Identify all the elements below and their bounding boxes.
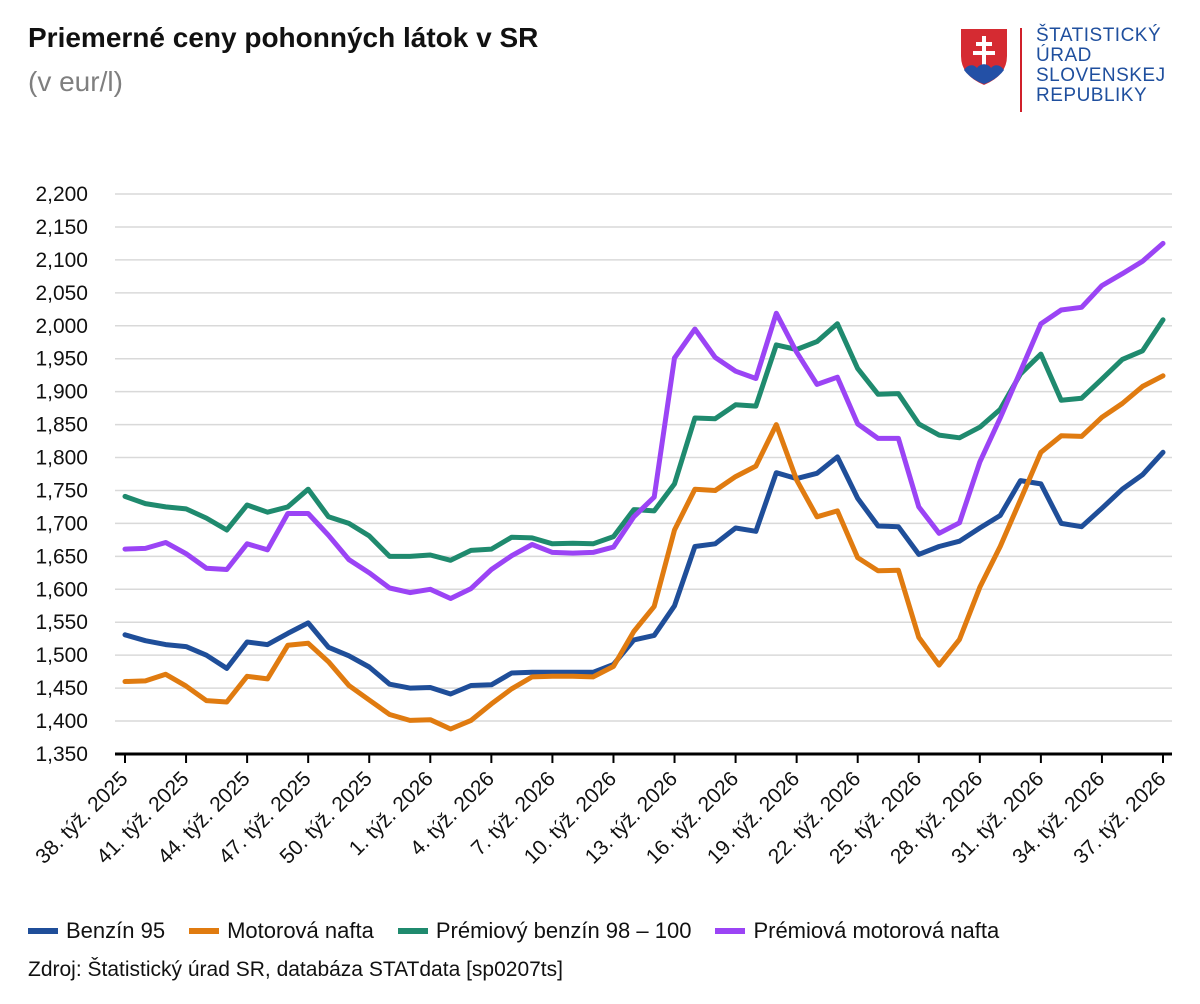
y-tick-label: 1,350 (35, 743, 88, 766)
y-tick-label: 1,600 (35, 578, 88, 601)
legend-label-benzin95: Benzín 95 (66, 918, 166, 943)
y-tick-label: 1,950 (35, 348, 88, 371)
y-tick-label: 1,550 (35, 611, 88, 634)
statistical-office-logo[interactable]: ŠTATISTICKÝ ÚRAD SLOVENSKEJ REPUBLIKY (958, 26, 1178, 116)
chart-title: Priemerné ceny pohonných látok v SR (28, 22, 539, 53)
logo-text: ŠTATISTICKÝ ÚRAD SLOVENSKEJ REPUBLIKY (1036, 26, 1166, 106)
y-tick-label: 2,000 (35, 315, 88, 338)
legend-swatch-benzin95 (28, 928, 58, 934)
y-tick-label: 2,050 (35, 282, 88, 305)
legend-label-nafta: Motorová nafta (227, 918, 374, 943)
legend-swatch-premium-nafta (715, 928, 746, 934)
y-tick-label: 1,700 (35, 512, 88, 535)
series-line-nafta (122, 373, 1166, 732)
source-note: Zdroj: Štatistický úrad SR, databáza STA… (28, 958, 563, 981)
y-tick-label: 1,650 (35, 545, 88, 568)
line-chart: 1,350 1,400 1,450 1,500 1,550 1,600 1,650 1,700… (31, 183, 1172, 869)
y-tick-label: 1,800 (35, 447, 88, 470)
y-tick-label: 2,150 (35, 216, 88, 239)
y-tick-label: 2,200 (35, 183, 88, 206)
legend-label-premium-nafta: Prémiová motorová nafta (753, 918, 1000, 943)
legend-swatch-premium-benzin (397, 928, 428, 934)
logo-line-2: ÚRAD (1036, 45, 1092, 66)
logo-divider (1020, 28, 1022, 112)
legend-item-benzin95[interactable]: Benzín 95 (28, 918, 165, 944)
y-tick-label: 1,750 (35, 479, 88, 502)
legend-item-nafta[interactable]: Motorová nafta (189, 918, 374, 944)
y-tick-label: 1,850 (35, 414, 88, 437)
slovak-coat-of-arms-icon (959, 27, 1009, 88)
logo-line-3: SLOVENSKEJ (1036, 65, 1166, 86)
series-line-benzin95 (122, 449, 1166, 697)
legend-item-premium-benzin[interactable]: Prémiový benzín 98 – 100 (397, 918, 692, 944)
chart-legend: Benzín 95 Motorová nafta Prémiový benzín… (28, 916, 1023, 946)
series-line-premium_nafta (122, 240, 1166, 601)
logo-line-4: REPUBLIKY (1036, 85, 1148, 106)
y-tick-label: 1,450 (35, 677, 88, 700)
y-tick-label: 2,100 (35, 249, 88, 272)
y-tick-label: 1,400 (35, 710, 88, 733)
y-tick-label: 1,900 (35, 381, 88, 404)
chart-subtitle: (v eur/l) (28, 66, 123, 97)
y-tick-label: 1,500 (35, 644, 88, 667)
legend-swatch-nafta (189, 928, 220, 934)
logo-line-1: ŠTATISTICKÝ (1036, 25, 1162, 46)
legend-label-premium-benzin: Prémiový benzín 98 – 100 (435, 918, 692, 943)
legend-item-premium-nafta[interactable]: Prémiová motorová nafta (715, 918, 999, 944)
